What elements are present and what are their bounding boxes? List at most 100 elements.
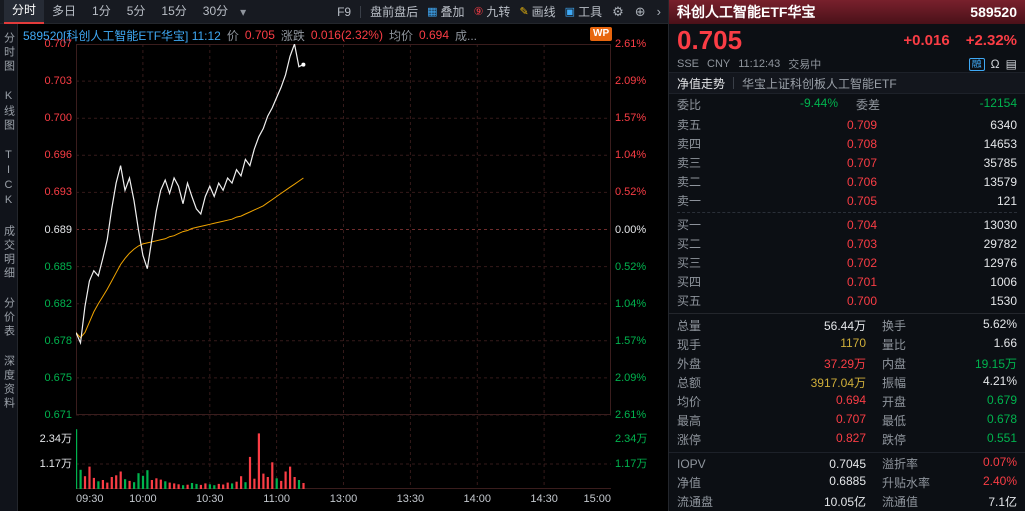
bid-label: 买二 — [677, 237, 702, 251]
y-axis-right-label: 1.04% — [615, 149, 647, 162]
pre-post-market-button[interactable]: 盘前盘后 — [370, 3, 418, 20]
stat-label: 涨停 — [677, 433, 702, 447]
draw-line-button-label: 画线 — [531, 5, 556, 19]
overlay-icon: ▦ — [427, 6, 438, 18]
ask-row[interactable]: 卖二 0.706 13579 — [669, 172, 1025, 191]
volume-axis-label: 2.34万 — [39, 433, 72, 445]
stat-label: 总量 — [677, 319, 702, 333]
y-axis-right-label: 2.09% — [615, 371, 647, 384]
intraday-chart[interactable] — [75, 41, 611, 489]
f9-button[interactable]: F9 — [337, 5, 351, 19]
stat-label: 量比 — [882, 338, 907, 352]
bid-price: 0.704 — [846, 217, 877, 232]
bid-row[interactable]: 买三 0.702 12976 — [669, 253, 1025, 272]
y-axis-left-label: 0.678 — [44, 334, 72, 347]
y-axis-left-label: 0.675 — [44, 371, 72, 384]
draw-line-button[interactable]: ✎ 画线 — [519, 3, 555, 20]
nine-turn-button-label: 九转 — [486, 5, 511, 19]
ask-price: 0.706 — [846, 174, 877, 189]
stat-label: 流通盘 — [677, 495, 714, 509]
settings-gear-icon[interactable]: ⚙ — [612, 3, 624, 19]
y-axis-left-label: 0.703 — [44, 75, 72, 88]
y-axis-left-label: 0.671 — [44, 409, 72, 421]
fund-full-name-link[interactable]: 华宝上证科创板人工智能ETF — [742, 76, 897, 91]
stat-value: 37.29万 — [823, 357, 866, 371]
overlay-button-label: 叠加 — [440, 5, 465, 19]
draw-line-icon: ✎ — [519, 6, 529, 18]
stat-cell: 最高 0.707 — [677, 412, 866, 429]
stat-value: 19.15万 — [974, 357, 1017, 371]
stat-row: 流通盘 10.05亿 流通值 7.1亿 — [669, 492, 1025, 511]
ask-price: 0.708 — [846, 136, 877, 151]
y-axis-right-label: 1.04% — [615, 297, 647, 310]
alert-bell-icon[interactable]: Ω — [990, 57, 1000, 71]
stat-cell: 现手 1170 — [677, 336, 866, 353]
stat-value: 0.679 — [986, 393, 1017, 407]
stat-label: 溢折率 — [882, 457, 919, 471]
periods-dropdown-icon[interactable]: ▾ — [240, 4, 247, 19]
bid-row[interactable]: 买四 0.701 1006 — [669, 272, 1025, 291]
overlay-button[interactable]: ▦ 叠加 — [427, 3, 464, 20]
ask-row[interactable]: 卖五 0.709 6340 — [669, 115, 1025, 134]
f9-button-label: F9 — [337, 4, 352, 19]
price-value: 0.705 — [244, 28, 275, 42]
ask-volume: 35785 — [983, 155, 1017, 170]
tab-intraday[interactable]: 分时 — [4, 0, 45, 24]
sidebar-item-depth-info[interactable]: 深度资料 — [2, 355, 15, 411]
bid-row[interactable]: 买一 0.704 13030 — [669, 215, 1025, 234]
x-axis-label: 15:00 — [583, 493, 611, 505]
stat-value: 0.7045 — [829, 456, 866, 471]
sidebar-item-price-volume[interactable]: 分价表 — [2, 297, 15, 339]
nine-turn-button[interactable]: ⑨ 九转 — [474, 3, 511, 20]
stat-value: 10.05亿 — [823, 495, 866, 509]
bid-row[interactable]: 买五 0.700 1530 — [669, 291, 1025, 310]
stock-code: 589520 — [970, 4, 1017, 20]
avg-label: 均价 — [388, 28, 413, 43]
tab-30min[interactable]: 30分 — [202, 4, 229, 18]
stat-cell: 量比 1.66 — [882, 336, 1017, 353]
add-panel-icon[interactable]: ⊕ — [634, 3, 646, 19]
ask-price: 0.705 — [846, 193, 877, 208]
x-axis-label: 11:00 — [263, 493, 290, 505]
weicha-value: -12154 — [979, 95, 1017, 110]
stat-cell: 跌停 0.551 — [882, 431, 1017, 448]
tab-1min[interactable]: 1分 — [92, 4, 111, 18]
board-detail-icon[interactable]: ▤ — [1005, 57, 1017, 71]
x-axis-label: 09:30 — [76, 493, 104, 505]
margin-trading-badge[interactable]: 融 — [968, 57, 985, 71]
tab-multi-day[interactable]: 多日 — [52, 4, 77, 18]
stat-cell: 总量 56.44万 — [677, 317, 866, 334]
tab-15min[interactable]: 15分 — [161, 4, 187, 18]
sidebar-item-trade-detail[interactable]: 成交明细 — [2, 225, 15, 281]
tools-icon: ▣ — [564, 6, 576, 18]
tools-button[interactable]: ▣ 工具 — [565, 3, 602, 20]
weibi-value: -9.44% — [799, 95, 838, 110]
tab-5min[interactable]: 5分 — [126, 4, 146, 18]
nav-tab-nav-trend[interactable]: 净值走势 — [677, 76, 726, 91]
ask-label: 卖四 — [677, 137, 702, 151]
sidebar-item-intraday[interactable]: 分时图 — [2, 32, 15, 74]
price-row: 0.705 +0.016 +2.32% — [669, 24, 1025, 56]
sidebar-item-kline[interactable]: K线图 — [2, 90, 15, 133]
stat-cell: 均价 0.694 — [677, 393, 866, 410]
wp-badge[interactable]: WP — [590, 27, 613, 41]
bid-row[interactable]: 买二 0.703 29782 — [669, 234, 1025, 253]
currency-label: CNY — [707, 58, 731, 70]
volume-axis-label: 1.17万 — [39, 458, 72, 470]
ask-volume: 13579 — [983, 174, 1017, 189]
bid-label: 买三 — [677, 256, 702, 270]
x-axis-label: 14:00 — [463, 493, 492, 505]
stat-row: 均价 0.694 开盘 0.679 — [669, 392, 1025, 411]
ask-row[interactable]: 卖一 0.705 121 — [669, 191, 1025, 210]
stat-value: 4.21% — [982, 374, 1017, 388]
toolbar-separator — [360, 5, 362, 18]
left-sidebar: 分时图 K线图 TICK 成交明细分价表深度资料 — [0, 24, 18, 511]
ask-row[interactable]: 卖三 0.707 35785 — [669, 153, 1025, 172]
last-price: 0.705 — [677, 25, 743, 55]
weibi-label: 委比 — [677, 97, 702, 112]
sidebar-item-tick[interactable]: TICK — [2, 149, 15, 209]
expand-chevron-icon[interactable]: › — [656, 4, 661, 19]
quote-time: 11:12:43 — [738, 58, 781, 70]
ask-row[interactable]: 卖四 0.708 14653 — [669, 134, 1025, 153]
pre-post-market-button-label: 盘前盘后 — [370, 5, 419, 19]
